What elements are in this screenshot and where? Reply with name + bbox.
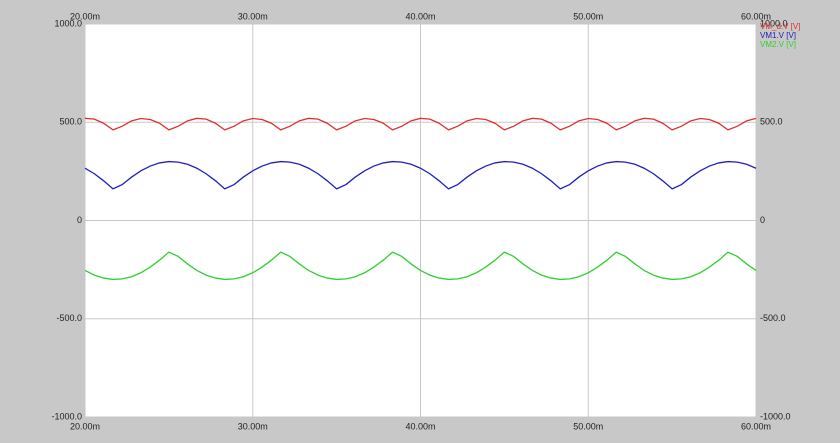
legend-entry: VM1.V [V] [760,31,796,40]
x-tick-label: 50.00m [573,11,603,21]
y-tick-label: 500.0 [59,117,82,127]
x-tick-label: 50.00m [573,421,603,431]
x-tick-label: 30.00m [238,421,268,431]
legend-entry: VM_d.V [V] [760,22,800,31]
y-tick-label: -500.0 [56,313,82,323]
series-line [84,251,757,281]
y-tick-label: 1000.0 [54,18,82,28]
y-tick-label: 1000.0 [760,18,788,28]
y-tick-label: 500.0 [760,117,783,127]
series-line [84,160,757,190]
y-tick-label: -1000.0 [760,411,791,421]
x-tick-label: 40.00m [405,11,435,21]
x-tick-label: 20.00m [70,11,100,21]
y-tick-label: 0 [760,215,765,225]
y-tick-label: 0 [77,215,82,225]
x-tick-label: 30.00m [238,11,268,21]
series-line [84,117,757,131]
y-tick-label: -500.0 [760,313,786,323]
x-tick-label: 40.00m [405,421,435,431]
legend-entry: VM2.V [V] [760,40,796,49]
x-tick-label: 20.00m [70,421,100,431]
x-tick-label: 60.00m [741,11,771,21]
x-tick-label: 60.00m [741,421,771,431]
y-tick-label: -1000.0 [51,411,82,421]
